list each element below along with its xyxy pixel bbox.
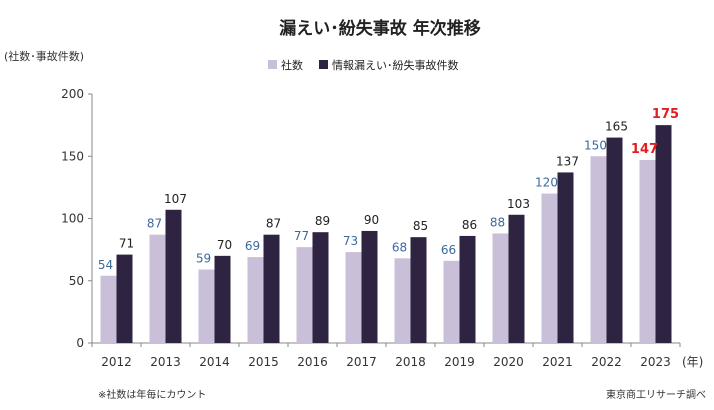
y-tick-label: 100 <box>61 212 84 226</box>
bar <box>296 247 313 343</box>
x-tick-label: 2020 <box>493 355 524 369</box>
legend-swatch <box>319 60 328 69</box>
bars <box>100 125 672 343</box>
data-labels: 54 87 59 69 77 73 68 66 88 120 150 147 71 107 70 87 89 90… <box>98 107 679 272</box>
data-label: 87 <box>266 217 281 231</box>
bar <box>639 159 656 343</box>
data-label: 175 <box>652 107 679 122</box>
legend-swatch <box>268 60 277 69</box>
data-label: 73 <box>343 234 358 248</box>
y-tick-label: 150 <box>61 149 84 163</box>
bar <box>361 230 378 343</box>
data-label: 68 <box>392 240 407 254</box>
data-label: 54 <box>98 258 113 272</box>
bar <box>247 257 264 343</box>
bar <box>655 125 672 343</box>
data-label: 165 <box>605 120 628 134</box>
data-label: 120 <box>535 176 558 190</box>
legend-label: 社数 <box>281 58 303 72</box>
bar <box>198 269 215 343</box>
data-label: 59 <box>196 252 211 266</box>
x-tick-label: 2019 <box>444 355 475 369</box>
x-tick-label: 2021 <box>542 355 573 369</box>
x-tick-label: 2016 <box>297 355 328 369</box>
bar <box>165 209 182 343</box>
data-label: 70 <box>217 238 232 252</box>
bar <box>100 275 117 343</box>
x-tick-label: 2022 <box>591 355 622 369</box>
x-tick-label: 2014 <box>199 355 230 369</box>
data-label: 87 <box>147 217 162 231</box>
bar <box>459 235 476 343</box>
bar <box>508 214 525 343</box>
legend: 社数 情報漏えい･紛失事故件数 <box>268 58 459 72</box>
y-tick-label: 200 <box>61 87 84 101</box>
data-label: 147 <box>631 142 658 157</box>
data-label: 88 <box>490 215 505 229</box>
y-tick-label: 0 <box>76 336 84 350</box>
x-tick-label: 2015 <box>248 355 279 369</box>
data-label: 89 <box>315 214 330 228</box>
bar <box>410 237 427 343</box>
bar <box>606 137 623 343</box>
data-label: 77 <box>294 229 309 243</box>
axes: 0 50 100 150 200 2012 2013 2014 2015 2016 2017 2018… <box>61 87 681 369</box>
source-credit: 東京商工リサーチ調べ <box>606 388 706 401</box>
data-label: 103 <box>507 197 530 211</box>
x-axis-unit: (年) <box>682 355 703 369</box>
x-tick-label: 2017 <box>346 355 377 369</box>
bar <box>312 232 329 343</box>
chart-title: 漏えい･紛失事故 年次推移 <box>279 18 480 39</box>
data-label: 85 <box>413 219 428 233</box>
bar <box>590 156 607 343</box>
x-tick-label: 2023 <box>640 355 671 369</box>
bar <box>214 255 231 343</box>
bar <box>149 234 166 343</box>
bar <box>492 233 509 343</box>
bar <box>263 234 280 343</box>
bar <box>443 260 460 343</box>
bar <box>116 254 133 343</box>
x-tick-label: 2013 <box>150 355 181 369</box>
data-label: 137 <box>556 154 579 168</box>
bar <box>345 252 362 343</box>
x-tick-label: 2012 <box>101 355 132 369</box>
footnote: ※社数は年毎にカウント <box>98 388 206 401</box>
data-label: 107 <box>164 192 187 206</box>
data-label: 86 <box>462 218 477 232</box>
y-axis-label: (社数･事故件数) <box>4 49 84 63</box>
x-tick-label: 2018 <box>395 355 426 369</box>
legend-label: 情報漏えい･紛失事故件数 <box>332 58 459 72</box>
data-label: 69 <box>245 239 260 253</box>
data-label: 150 <box>584 138 607 152</box>
bar <box>557 172 574 343</box>
data-label: 66 <box>441 243 456 257</box>
data-label: 71 <box>119 237 134 251</box>
bar <box>541 193 558 343</box>
data-label: 90 <box>364 213 379 227</box>
bar <box>394 258 411 343</box>
y-tick-label: 50 <box>69 274 84 288</box>
